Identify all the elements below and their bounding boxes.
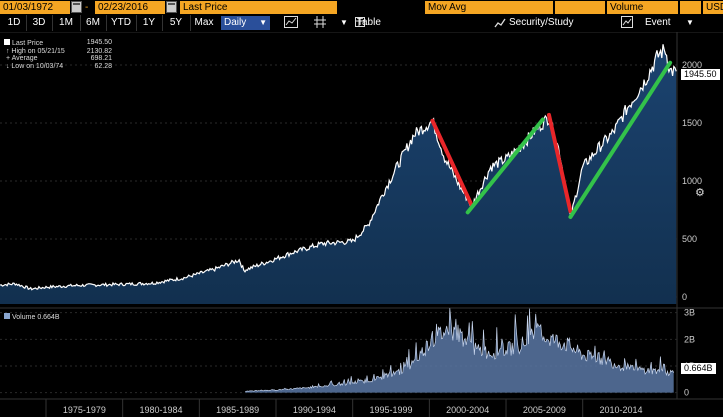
legend-last-price: Last Price 1945.50	[4, 39, 112, 48]
period-button-6m[interactable]: 6M	[80, 15, 105, 31]
legend-low-value: 62.28	[94, 62, 112, 70]
indicator-param-field[interactable]	[555, 1, 605, 14]
legend-high-label: High on 05/21/15	[11, 47, 65, 55]
legend-last-price-label: Last Price	[12, 40, 44, 47]
time-axis-labels: 1975-1979 1980-1984 1985-1989 1990-1994 1995…	[45, 399, 643, 417]
volume-field-select[interactable]: Volume	[607, 1, 678, 14]
volume-area	[245, 308, 674, 393]
frequency-label: Daily	[224, 17, 247, 28]
volume-series	[245, 308, 675, 393]
price-tick-label: 2000	[682, 60, 702, 70]
low-marker-icon: ↓	[5, 62, 10, 70]
legend-low-label: Low on 10/03/74	[11, 62, 64, 70]
end-date-field[interactable]: 02/23/2016	[95, 1, 165, 14]
volume-tick-label: 0	[684, 388, 689, 398]
time-tick-label: 1990-1994	[293, 405, 336, 415]
chevron-down-icon[interactable]: ▼	[686, 18, 694, 27]
legend-high: ↑ High on 05/21/15 2130.82	[4, 48, 112, 56]
price-area	[0, 44, 677, 305]
period-button-1y[interactable]: 1Y	[136, 15, 161, 31]
settings-gear-icon[interactable]: ⚙	[695, 187, 705, 199]
decline-trend-marker	[546, 112, 573, 214]
volume-tick-label: 2B	[684, 334, 695, 344]
price-tick-label: 1000	[682, 176, 702, 186]
legend-volume-value: 0.664B	[37, 314, 60, 321]
period-button-max[interactable]: Max	[190, 15, 217, 31]
crosshair-icon[interactable]	[312, 15, 328, 31]
legend-average-label: Average	[11, 55, 38, 62]
price-legend: Last Price 1945.50 ↑ High on 05/21/15 21…	[4, 39, 112, 70]
period-button-ytd[interactable]: YTD	[106, 15, 135, 31]
time-tick-label: 1995-1999	[369, 405, 412, 415]
price-tick-label: 500	[682, 234, 697, 244]
line-chart-icon[interactable]	[283, 15, 299, 31]
security-study-button[interactable]: Security/Study	[509, 17, 574, 28]
last-price-tag: 1945.50	[681, 69, 720, 80]
time-tick-label: 1985-1989	[216, 405, 259, 415]
currency-field[interactable]: USD	[703, 1, 723, 14]
time-tick-label: 2005-2009	[523, 405, 566, 415]
price-tick-label: 0	[682, 292, 687, 302]
time-tick-label: 1980-1984	[139, 405, 182, 415]
time-tick-label: 1975-1979	[63, 405, 106, 415]
legend-low: ↓ Low on 10/03/74 62.28	[4, 63, 112, 71]
table-icon[interactable]	[354, 15, 366, 31]
legend-last-price-value: 1945.50	[86, 39, 112, 46]
chart-study-icon[interactable]	[493, 15, 507, 31]
event-button[interactable]: Event	[645, 17, 671, 28]
time-tick-label: 2010-2014	[600, 405, 643, 415]
legend-average-value: 698.21	[90, 55, 112, 62]
average-marker-icon: +	[5, 55, 11, 62]
event-icon[interactable]	[620, 15, 634, 31]
volume-line	[245, 308, 675, 392]
indicator-field-select[interactable]: Mov Avg	[425, 1, 553, 14]
price-tick-label: 1500	[682, 118, 702, 128]
period-button-5y[interactable]: 5Y	[162, 15, 189, 31]
legend-volume-label: Volume	[12, 314, 36, 321]
table-button[interactable]: Table	[357, 17, 381, 28]
trend-annotations	[430, 60, 673, 219]
period-button-1d[interactable]: 1D	[7, 17, 21, 28]
date-separator: -	[85, 2, 89, 13]
rally-trend-marker	[465, 117, 545, 215]
period-toolbar: 1D 3D 1M 6M YTD 1Y 5Y Max Daily ▼ ▼ Tabl…	[0, 15, 723, 32]
decline-trend-marker	[430, 118, 475, 209]
volume-param-field[interactable]	[680, 1, 701, 14]
legend-swatch	[4, 313, 10, 319]
calendar-icon[interactable]	[71, 1, 82, 13]
legend-average: + Average 698.21	[4, 55, 112, 63]
chevron-down-icon[interactable]: ▼	[340, 18, 348, 27]
calendar-icon[interactable]	[166, 1, 177, 13]
frequency-dropdown[interactable]: Daily ▼	[221, 16, 270, 30]
time-tick-label: 2000-2004	[446, 405, 489, 415]
start-date-field[interactable]: 01/03/1972	[0, 1, 70, 14]
volume-legend: Volume 0.664B	[4, 313, 60, 322]
period-button-3d[interactable]: 3D	[26, 15, 51, 31]
top-input-bar: 01/03/1972 - 02/23/2016 Last Price Mov A…	[0, 0, 723, 15]
volume-tick-label: 3B	[684, 308, 695, 318]
rally-trend-marker	[568, 60, 673, 219]
last-volume-tag: 0.664B	[681, 363, 716, 374]
legend-swatch	[4, 39, 10, 45]
period-button-1m[interactable]: 1M	[52, 15, 79, 31]
high-marker-icon: ↑	[5, 47, 10, 55]
legend-high-value: 2130.82	[86, 47, 112, 55]
price-axis-labels: 500 1000 1500 2000 0	[682, 60, 702, 302]
chevron-down-icon: ▼	[259, 18, 267, 27]
price-field-select[interactable]: Last Price	[180, 1, 337, 14]
